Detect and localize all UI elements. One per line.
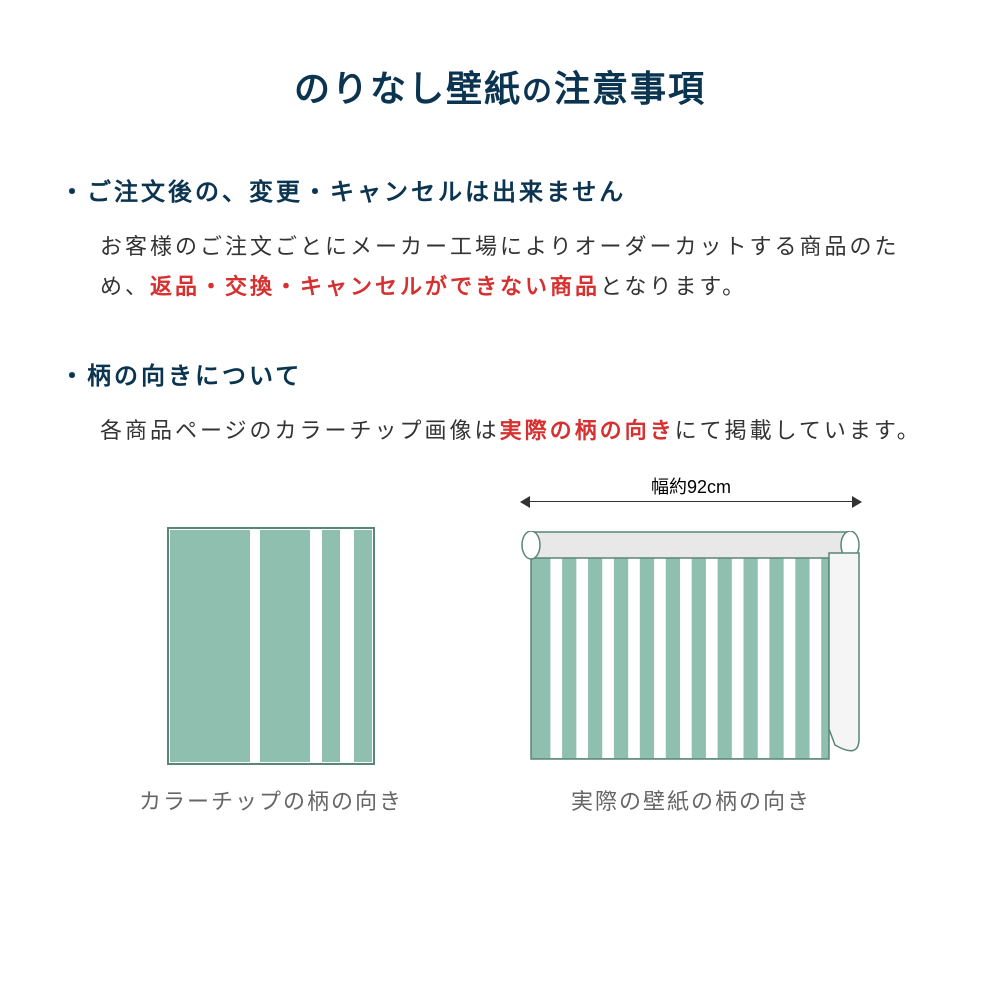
chip-diagram: カラーチップの柄の向き [139,526,403,816]
title-part3: 注意事項 [554,68,706,109]
title-part1: のりなし壁紙 [294,68,522,109]
diagram-container: カラーチップの柄の向き 幅約92cm 実際の壁紙の柄の向き [60,501,940,816]
section2-body-before: 各商品ページのカラーチップ画像は [100,418,500,443]
roll-wrapper: 幅約92cm [521,501,861,766]
section1-highlight: 返品・交換・キャンセルができない商品 [150,274,600,299]
width-indicator: 幅約92cm [521,501,861,503]
chip-label: カラーチップの柄の向き [139,784,403,816]
width-text: 幅約92cm [641,473,741,499]
section2-heading: ・柄の向きについて [60,356,940,391]
page-title: のりなし壁紙の注意事項 [60,60,940,112]
roll-label: 実際の壁紙の柄の向き [571,784,811,816]
section2-body: 各商品ページのカラーチップ画像は実際の柄の向きにて掲載しています。 [100,411,940,451]
title-part2: の [522,75,554,108]
section1-body: お客様のご注文ごとにメーカー工場によりオーダーカットする商品のため、返品・交換・… [100,227,940,306]
roll-diagram-svg [521,531,861,761]
section2-highlight: 実際の柄の向き [500,418,675,443]
section1-heading: ・ご注文後の、変更・キャンセルは出来ません [60,172,940,207]
chip-diagram-svg [166,526,376,766]
section1-body-after: となります。 [600,274,747,299]
section2-body-after: にて掲載しています。 [675,418,922,443]
roll-diagram: 幅約92cm 実際の壁紙の柄の向き [521,501,861,816]
